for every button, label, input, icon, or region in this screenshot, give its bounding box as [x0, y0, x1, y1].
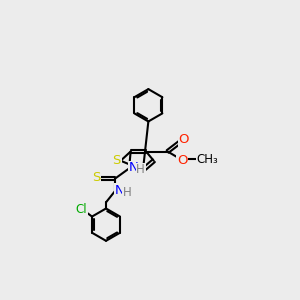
- Text: S: S: [92, 171, 100, 184]
- Text: Cl: Cl: [75, 203, 87, 216]
- Text: H: H: [136, 164, 145, 176]
- Text: O: O: [177, 154, 188, 167]
- Text: O: O: [178, 134, 189, 146]
- Text: S: S: [112, 154, 121, 167]
- Text: N: N: [115, 184, 125, 196]
- Text: CH₃: CH₃: [197, 153, 218, 166]
- Text: H: H: [122, 186, 131, 199]
- Text: N: N: [129, 161, 139, 174]
